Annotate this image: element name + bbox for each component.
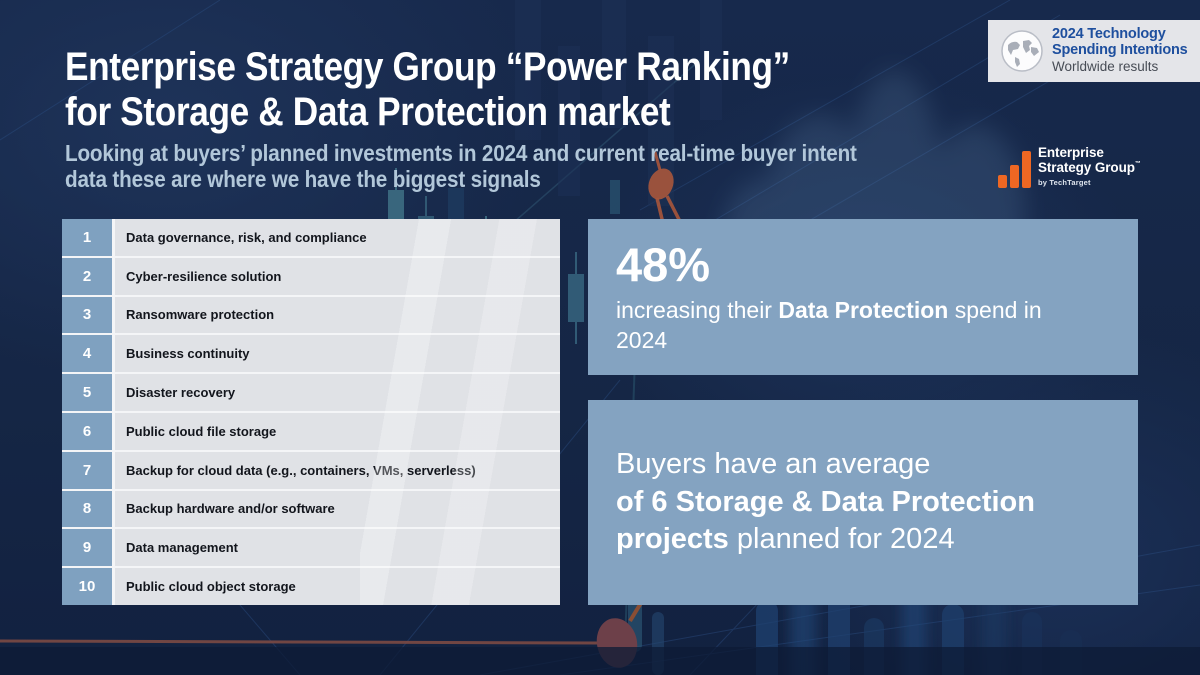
globe-icon bbox=[1001, 30, 1043, 72]
label-cell: Disaster recovery bbox=[115, 374, 560, 411]
stat-card-average-projects: Buyers have an average of 6 Storage & Da… bbox=[588, 400, 1138, 605]
table-row: 7 Backup for cloud data (e.g., container… bbox=[62, 451, 560, 489]
page-title-line2: for Storage & Data Protection market bbox=[65, 89, 671, 134]
rank-cell: 3 bbox=[62, 296, 112, 334]
table-row: 3 Ransomware protection bbox=[62, 296, 560, 334]
badge-title-line2: Spending Intentions bbox=[1052, 42, 1188, 59]
table-row: 6 Public cloud file storage bbox=[62, 412, 560, 450]
rank-cell: 6 bbox=[62, 412, 112, 450]
table-row: 8 Backup hardware and/or software bbox=[62, 490, 560, 528]
table-row: 9 Data management bbox=[62, 529, 560, 567]
page-subtitle-line1: Looking at buyers’ planned investments i… bbox=[65, 140, 857, 166]
logo-name-line2: Strategy Group™ bbox=[1038, 159, 1141, 175]
label-cell: Data governance, risk, and compliance bbox=[115, 219, 560, 256]
label-cell: Ransomware protection bbox=[115, 296, 560, 334]
page-subtitle-line2: data these are where we have the biggest… bbox=[65, 166, 541, 193]
label-cell: Business continuity bbox=[115, 335, 560, 373]
power-ranking-table: 1 Data governance, risk, and compliance … bbox=[62, 219, 560, 605]
rank-cell: 2 bbox=[62, 257, 112, 295]
rank-cell: 1 bbox=[62, 219, 112, 256]
rank-cell: 7 bbox=[62, 451, 112, 489]
label-cell: Backup hardware and/or software bbox=[115, 490, 560, 528]
label-cell: Public cloud file storage bbox=[115, 412, 560, 450]
stat-headline: 48% bbox=[616, 238, 711, 291]
rank-cell: 4 bbox=[62, 335, 112, 373]
logo-name-line1: Enterprise bbox=[1038, 145, 1104, 160]
stat-card-data-protection-spend: 48% increasing their Data Protection spe… bbox=[588, 219, 1138, 375]
bar-chart-logo-icon bbox=[998, 150, 1031, 188]
trademark-symbol: ™ bbox=[1134, 160, 1141, 167]
label-cell: Public cloud object storage bbox=[115, 568, 560, 605]
rank-cell: 9 bbox=[62, 529, 112, 567]
esg-logo: Enterprise Strategy Group™ by TechTarget bbox=[998, 145, 1141, 188]
label-cell: Data management bbox=[115, 529, 560, 567]
table-row: 1 Data governance, risk, and compliance bbox=[62, 219, 560, 256]
logo-byline: by TechTarget bbox=[1038, 177, 1091, 187]
stat-description: Buyers have an average of 6 Storage & Da… bbox=[616, 448, 1035, 556]
table-row: 10 Public cloud object storage bbox=[62, 568, 560, 605]
badge-subtitle: Worldwide results bbox=[1052, 59, 1159, 75]
report-badge: 2024 Technology Spending Intentions Worl… bbox=[988, 20, 1200, 82]
badge-title-line1: 2024 Technology bbox=[1052, 26, 1166, 43]
page-title: Enterprise Strategy Group “Power Ranking… bbox=[65, 45, 790, 135]
rank-cell: 5 bbox=[62, 374, 112, 411]
stat-description: increasing their Data Protection spend i… bbox=[616, 297, 1042, 353]
rank-cell: 10 bbox=[62, 568, 112, 605]
label-cell: Backup for cloud data (e.g., containers,… bbox=[115, 451, 560, 489]
rank-cell: 8 bbox=[62, 490, 112, 528]
table-row: 2 Cyber-resilience solution bbox=[62, 257, 560, 295]
table-row: 5 Disaster recovery bbox=[62, 374, 560, 411]
page-subtitle: Looking at buyers’ planned investments i… bbox=[65, 140, 857, 193]
label-cell: Cyber-resilience solution bbox=[115, 257, 560, 295]
table-row: 4 Business continuity bbox=[62, 335, 560, 373]
page-title-line1: Enterprise Strategy Group “Power Ranking… bbox=[65, 45, 790, 89]
